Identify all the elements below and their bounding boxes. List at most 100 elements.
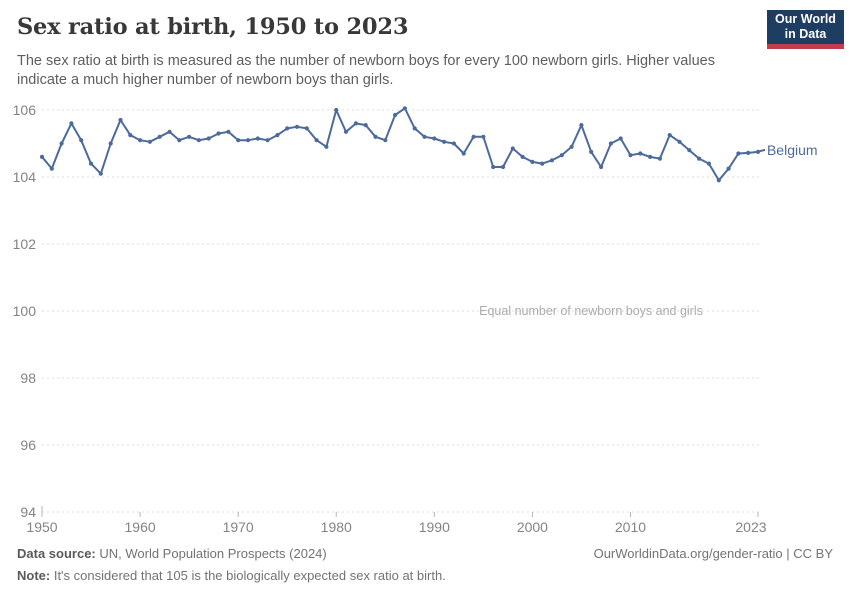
data-point-1953 — [69, 121, 74, 126]
data-point-1997 — [500, 164, 506, 170]
data-point-1996 — [491, 164, 496, 170]
owid-logo[interactable]: Our World in Data — [767, 10, 844, 49]
data-point-1998 — [510, 146, 515, 151]
data-point-1962 — [157, 134, 162, 139]
x-axis-label-2023: 2023 — [735, 519, 766, 535]
data-point-1993 — [461, 151, 466, 156]
chart-subtitle: The sex ratio at birth is measured as th… — [17, 53, 715, 88]
data-point-1983 — [363, 123, 368, 128]
owid-logo-line1: Our World — [775, 11, 836, 26]
x-axis-label-1970: 1970 — [223, 519, 254, 535]
data-point-2005 — [579, 123, 584, 128]
owid-url-link[interactable]: OurWorldinData.org/gender-ratio | CC BY — [593, 546, 833, 561]
data-point-2010 — [628, 153, 633, 158]
data-point-2016 — [687, 148, 692, 153]
data-source-value: UN, World Population Prospects (2024) — [95, 546, 327, 561]
data-point-1957 — [108, 141, 113, 146]
y-axis-label-96: 96 — [20, 437, 36, 453]
data-point-1970 — [236, 138, 241, 143]
data-point-1984 — [373, 134, 378, 139]
x-axis-label-2010: 2010 — [615, 519, 646, 535]
x-axis-label-2000: 2000 — [517, 519, 548, 535]
data-point-1981 — [343, 129, 349, 134]
data-point-2022 — [746, 150, 751, 155]
data-point-1955 — [88, 161, 94, 166]
owid-logo-line2: in Data — [784, 27, 827, 41]
data-point-2020 — [726, 166, 731, 171]
data-point-1963 — [167, 129, 172, 134]
data-point-2007 — [599, 164, 604, 170]
chart-footer: Data source: UN, World Population Prospe… — [17, 546, 833, 583]
data-point-1978 — [314, 138, 319, 143]
data-point-1989 — [422, 134, 427, 139]
data-point-1960 — [138, 138, 143, 143]
y-axis-label-106: 106 — [13, 102, 37, 118]
data-point-1988 — [412, 126, 417, 131]
data-point-2011 — [638, 151, 643, 156]
data-point-1954 — [79, 138, 84, 143]
y-axis-label-98: 98 — [20, 370, 36, 386]
data-point-1959 — [128, 133, 133, 138]
data-point-2012 — [648, 154, 653, 159]
x-axis-label-1980: 1980 — [321, 519, 352, 535]
footer-top-row: Data source: UN, World Population Prospe… — [17, 546, 833, 561]
data-point-1973 — [265, 138, 270, 143]
data-point-2006 — [589, 149, 594, 154]
data-point-1964 — [177, 138, 182, 143]
y-axis-label-94: 94 — [20, 504, 36, 520]
data-point-1976 — [294, 124, 300, 129]
y-axis-label-100: 100 — [13, 303, 37, 319]
data-point-1994 — [471, 134, 476, 139]
data-point-1966 — [196, 138, 201, 143]
data-point-1999 — [520, 154, 525, 159]
data-point-1991 — [442, 139, 447, 144]
data-point-2009 — [618, 136, 623, 141]
data-point-1980 — [334, 107, 339, 113]
data-point-2004 — [569, 144, 574, 149]
data-point-1951 — [49, 166, 54, 171]
belgium-line — [41, 107, 759, 182]
data-point-2003 — [559, 153, 564, 158]
series-label-connector — [758, 148, 766, 153]
data-point-1969 — [226, 129, 231, 134]
data-point-1967 — [206, 136, 211, 141]
data-point-2000 — [530, 159, 535, 164]
y-axis-label-104: 104 — [13, 169, 37, 185]
data-point-2001 — [540, 161, 545, 166]
data-point-1952 — [59, 141, 64, 146]
data-point-2019 — [716, 178, 721, 183]
data-point-1992 — [451, 141, 456, 146]
note-label: Note: — [17, 568, 51, 583]
data-point-1965 — [187, 134, 192, 139]
x-axis-label-1950: 1950 — [26, 519, 57, 535]
data-point-2008 — [608, 141, 614, 146]
data-point-1950 — [39, 154, 45, 159]
data-point-1974 — [275, 133, 280, 138]
data-point-1968 — [216, 131, 221, 136]
x-axis-label-1960: 1960 — [125, 519, 156, 535]
data-point-1985 — [383, 138, 388, 143]
note-value: It's considered that 105 is the biologic… — [50, 568, 446, 583]
data-point-2017 — [697, 156, 702, 161]
note-line: Note: It's considered that 105 is the bi… — [17, 568, 833, 583]
data-point-2021 — [736, 151, 741, 156]
data-point-1961 — [147, 139, 152, 144]
data-point-1975 — [285, 126, 290, 131]
page-title: Sex ratio at birth, 1950 to 2023 — [17, 14, 409, 40]
data-source-line: Data source: UN, World Population Prospe… — [17, 546, 327, 561]
equal-ratio-annotation: Equal number of newborn boys and girls — [479, 304, 703, 318]
data-point-2002 — [549, 158, 555, 163]
data-point-1995 — [481, 134, 486, 139]
data-point-2018 — [706, 161, 712, 166]
data-source-label: Data source: — [17, 546, 96, 561]
series-label-belgium: Belgium — [767, 142, 818, 158]
data-point-1956 — [98, 171, 103, 176]
data-point-1986 — [393, 112, 398, 118]
line-chart-svg: 94 96 98 100 102 104 106 1950 1960 1970 1980 1990 20… — [13, 102, 818, 535]
data-point-2015 — [677, 139, 682, 144]
data-point-1971 — [245, 138, 251, 143]
data-point-1982 — [353, 121, 358, 126]
data-point-1979 — [324, 144, 329, 149]
data-point-1958 — [118, 117, 123, 123]
data-point-1977 — [304, 126, 309, 131]
